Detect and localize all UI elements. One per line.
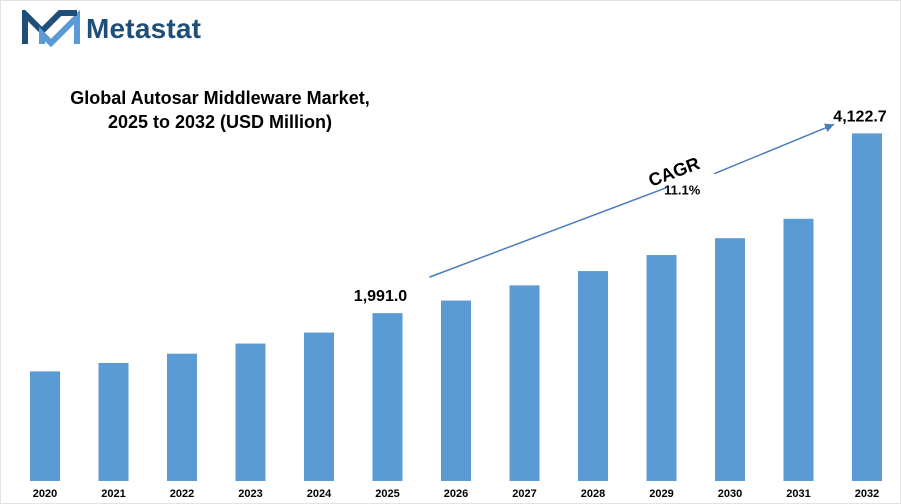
x-tick-2030: 2030 — [718, 488, 742, 500]
bar-2022 — [167, 353, 197, 481]
data-label-2025: 1,991.0 — [354, 288, 407, 305]
bar-2025 — [372, 313, 403, 481]
x-tick-2025: 2025 — [375, 488, 399, 500]
bar-2031 — [783, 218, 814, 482]
x-axis-ticks: 2020 2021 2022 2023 2024 2025 2026 2027 2028 2029… — [33, 488, 879, 500]
bar-2020 — [30, 371, 60, 481]
x-tick-2029: 2029 — [649, 488, 673, 500]
x-tick-2024: 2024 — [307, 488, 332, 500]
bar-2024 — [304, 332, 334, 481]
chart-title-line-2: 2025 to 2032 (USD Million) — [107, 112, 333, 132]
bar-2026 — [441, 300, 471, 481]
data-labels: 1,991.0 4,122.7 — [354, 108, 887, 305]
x-tick-2032: 2032 — [855, 488, 879, 500]
x-tick-2020: 2020 — [33, 488, 57, 500]
bar-2032 — [852, 133, 882, 481]
brand-logo: Metastat — [22, 10, 201, 48]
x-tick-2021: 2021 — [101, 488, 125, 500]
brand-name: Metastat — [86, 13, 202, 44]
cagr-value: 11.1% — [664, 182, 701, 197]
bars-group — [30, 133, 882, 482]
bar-2029 — [646, 255, 677, 481]
bar-2021 — [98, 362, 129, 481]
x-tick-2023: 2023 — [238, 488, 262, 500]
bar-2023 — [235, 343, 266, 481]
x-tick-2031: 2031 — [786, 488, 810, 500]
bar-2030 — [715, 238, 745, 481]
data-label-2032: 4,122.7 — [833, 108, 886, 125]
x-tick-2026: 2026 — [444, 488, 468, 500]
x-tick-2022: 2022 — [170, 488, 194, 500]
chart-title-line-1: Global Autosar Middleware Market, — [70, 88, 370, 108]
x-tick-2028: 2028 — [581, 488, 605, 500]
chart-title: Global Autosar Middleware Market, 2025 t… — [40, 86, 400, 134]
x-tick-2027: 2027 — [512, 488, 536, 500]
metastat-logo-icon — [22, 10, 80, 48]
bar-2028 — [578, 271, 608, 481]
cagr-arrow-line-2 — [713, 123, 835, 175]
bar-2027 — [509, 285, 540, 481]
cagr-arrow-line-1 — [429, 187, 667, 278]
